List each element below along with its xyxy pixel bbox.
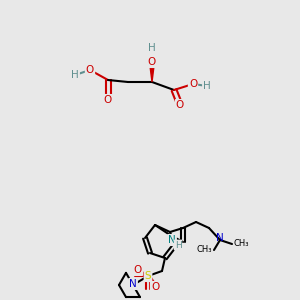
Polygon shape [149, 62, 154, 82]
Text: H: H [175, 241, 182, 250]
Text: O: O [189, 79, 197, 89]
Text: O: O [104, 95, 112, 105]
Text: CH₃: CH₃ [196, 244, 212, 253]
Text: O: O [151, 282, 159, 292]
Text: O: O [86, 65, 94, 75]
Text: CH₃: CH₃ [233, 238, 248, 247]
Text: H: H [203, 81, 211, 91]
Text: O: O [176, 100, 184, 110]
Text: H: H [71, 70, 79, 80]
Text: H: H [148, 43, 156, 53]
Text: O: O [134, 265, 142, 275]
Text: N: N [216, 233, 224, 243]
Text: O: O [148, 57, 156, 67]
Text: N: N [168, 235, 176, 245]
Text: S: S [145, 271, 151, 281]
Text: N: N [129, 279, 137, 289]
